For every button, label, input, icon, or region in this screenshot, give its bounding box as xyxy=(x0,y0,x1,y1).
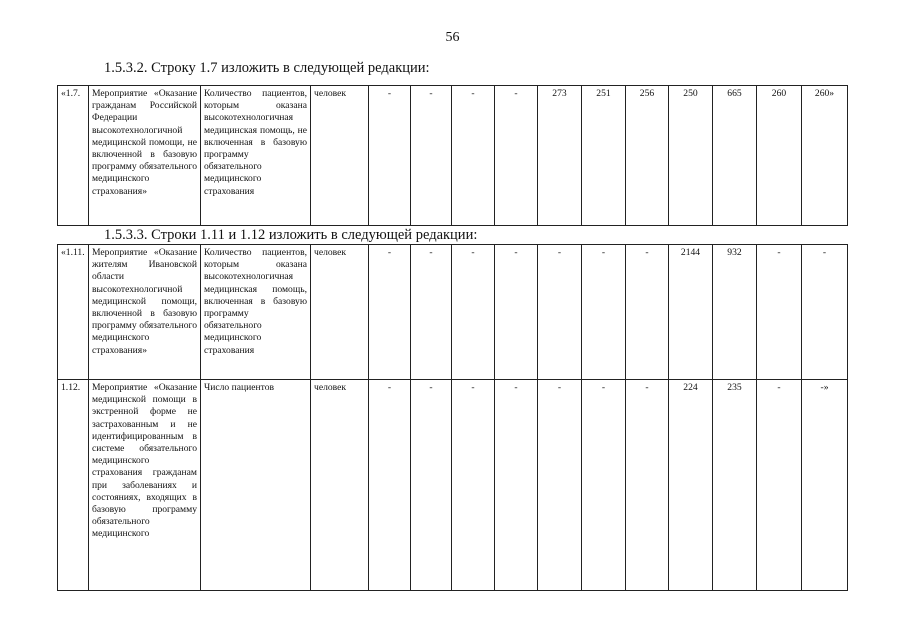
value-cell: 260» xyxy=(801,85,848,226)
unit-cell: человек xyxy=(310,85,369,226)
value-cell: - xyxy=(410,244,452,380)
value-cell: - xyxy=(368,379,411,591)
value-cell: 2144 xyxy=(668,244,713,380)
value-cell: 250 xyxy=(668,85,713,226)
value-cell: 273 xyxy=(537,85,582,226)
value-cell: 932 xyxy=(712,244,757,380)
section-heading-2: 1.5.3.3. Строки 1.11 и 1.12 изложить в с… xyxy=(104,227,478,243)
value-cell: - xyxy=(494,244,538,380)
page-number: 56 xyxy=(445,30,460,45)
event-cell: Мероприятие «Оказание гражданам Российск… xyxy=(88,85,201,226)
value-cell: - xyxy=(581,244,626,380)
value-cell: 256 xyxy=(625,85,669,226)
table-rows-1-11-1-12: «1.11. Мероприятие «Оказание жителям Ива… xyxy=(57,244,848,591)
value-cell: - xyxy=(756,244,802,380)
value-cell: 260 xyxy=(756,85,802,226)
value-cell: 665 xyxy=(712,85,757,226)
value-cell: - xyxy=(451,379,495,591)
section-heading-1: 1.5.3.2. Строку 1.7 изложить в следующей… xyxy=(104,60,430,76)
table-row: 1.12. Мероприятие «Оказание медицинской … xyxy=(57,379,848,591)
value-cell: - xyxy=(801,244,848,380)
row-number: 1.12. xyxy=(57,379,89,591)
value-cell: - xyxy=(410,379,452,591)
unit-cell: человек xyxy=(310,379,369,591)
indicator-cell: Количество пациентов, которым оказана вы… xyxy=(200,85,311,226)
indicator-cell: Число пациентов xyxy=(200,379,311,591)
value-cell: - xyxy=(581,379,626,591)
row-number: «1.7. xyxy=(57,85,89,226)
table-row: «1.11. Мероприятие «Оказание жителям Ива… xyxy=(57,244,848,380)
value-cell: -» xyxy=(801,379,848,591)
value-cell: - xyxy=(451,85,495,226)
value-cell: - xyxy=(625,379,669,591)
value-cell: - xyxy=(494,379,538,591)
value-cell: - xyxy=(537,244,582,380)
value-cell: 224 xyxy=(668,379,713,591)
value-cell: - xyxy=(537,379,582,591)
table-row: «1.7. Мероприятие «Оказание гражданам Ро… xyxy=(57,85,848,226)
value-cell: 235 xyxy=(712,379,757,591)
value-cell: - xyxy=(368,85,411,226)
value-cell: - xyxy=(451,244,495,380)
value-cell: - xyxy=(494,85,538,226)
value-cell: - xyxy=(410,85,452,226)
event-cell: Мероприятие «Оказание жителям Ивановской… xyxy=(88,244,201,380)
value-cell: - xyxy=(625,244,669,380)
table-row-1-7: «1.7. Мероприятие «Оказание гражданам Ро… xyxy=(57,85,848,226)
row-number: «1.11. xyxy=(57,244,89,380)
value-cell: 251 xyxy=(581,85,626,226)
unit-cell: человек xyxy=(310,244,369,380)
indicator-cell: Количество пациентов, которым оказана вы… xyxy=(200,244,311,380)
value-cell: - xyxy=(756,379,802,591)
value-cell: - xyxy=(368,244,411,380)
event-cell: Мероприятие «Оказание медицинской помощи… xyxy=(88,379,201,591)
